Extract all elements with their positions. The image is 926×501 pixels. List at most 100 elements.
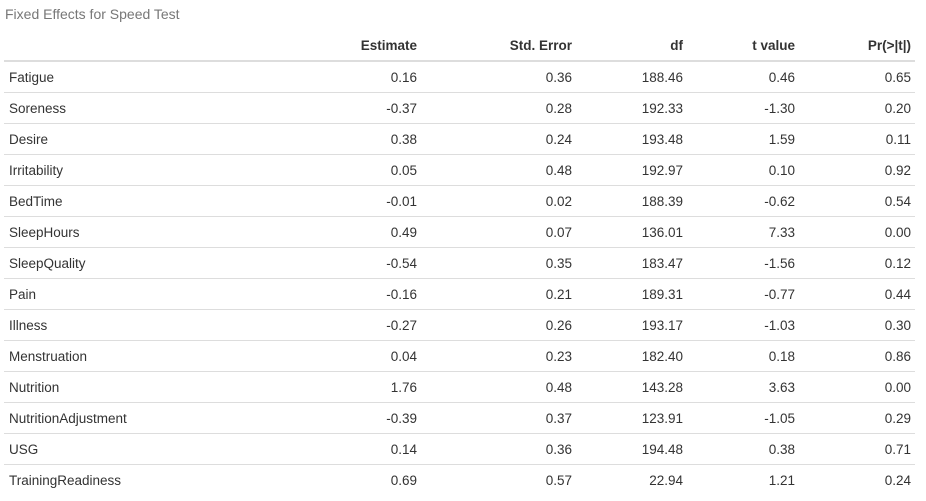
std-error-cell: 0.02 <box>421 185 576 217</box>
df-cell: 192.97 <box>576 154 687 186</box>
t-value-cell: 0.18 <box>687 340 799 372</box>
estimate-cell: 1.76 <box>266 371 421 403</box>
row-label: Fatigue <box>9 69 55 85</box>
row-label: BedTime <box>4 185 266 217</box>
std-error-cell: 0.21 <box>421 278 576 310</box>
p-value-cell: 0.00 <box>799 216 915 248</box>
row-label: Illness <box>4 309 266 341</box>
t-value-cell: 1.59 <box>687 123 799 155</box>
p-value-cell: 0.44 <box>799 278 915 310</box>
header-row: Estimate Std. Error df t value Pr(>|t|) <box>4 31 915 62</box>
row-label: Irritability <box>4 154 266 186</box>
row-label: Pain <box>4 278 266 310</box>
row-label: Nutrition <box>4 371 266 403</box>
estimate-cell: 0.69 <box>266 464 421 495</box>
row-label: SleepQuality <box>4 247 266 279</box>
row-label: Soreness <box>4 92 266 124</box>
std-error-cell: 0.48 <box>421 371 576 403</box>
df-cell: 123.91 <box>576 402 687 434</box>
estimate-cell: -0.37 <box>266 92 421 124</box>
estimate-cell: -0.16 <box>266 278 421 310</box>
row-label: Menstruation <box>4 340 266 372</box>
df-cell: 188.39 <box>576 185 687 217</box>
estimate-cell: 0.05 <box>266 154 421 186</box>
table-row: USG 0.14 0.36 194.48 0.38 0.71 <box>4 433 915 465</box>
p-value-cell: 0.24 <box>799 464 915 495</box>
header-t-value: t value <box>687 31 799 62</box>
row-label: Desire <box>4 123 266 155</box>
t-value-cell: 3.63 <box>687 371 799 403</box>
p-value-cell: 0.92 <box>799 154 915 186</box>
estimate-cell: -0.54 <box>266 247 421 279</box>
df-cell: 194.48 <box>576 433 687 465</box>
header-std-error: Std. Error <box>421 31 576 62</box>
std-error-cell: 0.35 <box>421 247 576 279</box>
t-value-cell: 0.38 <box>687 433 799 465</box>
t-value-cell: -1.30 <box>687 92 799 124</box>
t-value-cell: -0.62 <box>687 185 799 217</box>
t-value-cell: -1.05 <box>687 402 799 434</box>
df-cell: 143.28 <box>576 371 687 403</box>
p-value-cell: 0.30 <box>799 309 915 341</box>
p-value-cell: 0.00 <box>799 371 915 403</box>
t-value-cell: 1.21 <box>687 464 799 495</box>
std-error-cell: 0.37 <box>421 402 576 434</box>
t-value-cell: -1.03 <box>687 309 799 341</box>
df-cell: 193.48 <box>576 123 687 155</box>
t-value-cell: -1.56 <box>687 247 799 279</box>
df-cell: 136.01 <box>576 216 687 248</box>
estimate-cell: 0.04 <box>266 340 421 372</box>
header-df: df <box>576 31 687 62</box>
table-row: Irritability 0.05 0.48 192.97 0.10 0.92 <box>4 154 915 186</box>
df-cell: 192.33 <box>576 92 687 124</box>
p-value-cell: 0.12 <box>799 247 915 279</box>
p-value-cell: 0.11 <box>799 123 915 155</box>
std-error-cell: 0.07 <box>421 216 576 248</box>
row-label: NutritionAdjustment <box>4 402 266 434</box>
std-error-cell: 0.36 <box>421 433 576 465</box>
std-error-cell: 0.57 <box>421 464 576 495</box>
estimate-cell: 0.16 <box>390 69 417 85</box>
row-label: SleepHours <box>4 216 266 248</box>
p-value-cell: 0.29 <box>799 402 915 434</box>
estimate-cell: 0.38 <box>266 123 421 155</box>
p-value-cell: 0.20 <box>799 92 915 124</box>
estimate-cell: 0.49 <box>266 216 421 248</box>
table-row: TrainingReadiness 0.69 0.57 22.94 1.21 0.24 <box>4 464 915 495</box>
table-row: BedTime -0.01 0.02 188.39 -0.62 0.54 <box>4 185 915 217</box>
row-label: TrainingReadiness <box>4 464 266 495</box>
df-cell: 188.46 <box>641 69 683 85</box>
p-value-cell: 0.65 <box>884 69 911 85</box>
table-row: Nutrition 1.76 0.48 143.28 3.63 0.00 <box>4 371 915 403</box>
t-value-cell: -0.77 <box>687 278 799 310</box>
t-value-cell: 0.46 <box>768 69 795 85</box>
table-row: SleepHours 0.49 0.07 136.01 7.33 0.00 <box>4 216 915 248</box>
std-error-cell: 0.26 <box>421 309 576 341</box>
std-error-cell: 0.23 <box>421 340 576 372</box>
p-value-cell: 0.86 <box>799 340 915 372</box>
estimate-cell: -0.39 <box>266 402 421 434</box>
table-body: Fatigue 0.16 0.36 188.46 0.46 0.65 Soreness -0.… <box>4 61 915 495</box>
df-cell: 193.17 <box>576 309 687 341</box>
fixed-effects-table: Estimate Std. Error df t value Pr(>|t|) … <box>4 31 915 495</box>
df-cell: 22.94 <box>576 464 687 495</box>
estimate-cell: -0.27 <box>266 309 421 341</box>
table-row: Fatigue 0.16 0.36 188.46 0.46 0.65 <box>4 61 915 93</box>
header-estimate: Estimate <box>266 31 421 62</box>
std-error-cell: 0.24 <box>421 123 576 155</box>
table-row: Menstruation 0.04 0.23 182.40 0.18 0.86 <box>4 340 915 372</box>
table-row: SleepQuality -0.54 0.35 183.47 -1.56 0.12 <box>4 247 915 279</box>
std-error-cell: 0.36 <box>545 69 572 85</box>
table-row: Soreness -0.37 0.28 192.33 -1.30 0.20 <box>4 92 915 124</box>
p-value-cell: 0.54 <box>799 185 915 217</box>
header-rowname <box>4 31 266 62</box>
estimate-cell: -0.01 <box>266 185 421 217</box>
table-row: NutritionAdjustment -0.39 0.37 123.91 -1.05 0… <box>4 402 915 434</box>
std-error-cell: 0.48 <box>421 154 576 186</box>
p-value-cell: 0.71 <box>799 433 915 465</box>
table-row: Illness -0.27 0.26 193.17 -1.03 0.30 <box>4 309 915 341</box>
row-label: USG <box>4 433 266 465</box>
header-p-value: Pr(>|t|) <box>799 31 915 62</box>
df-cell: 182.40 <box>576 340 687 372</box>
std-error-cell: 0.28 <box>421 92 576 124</box>
